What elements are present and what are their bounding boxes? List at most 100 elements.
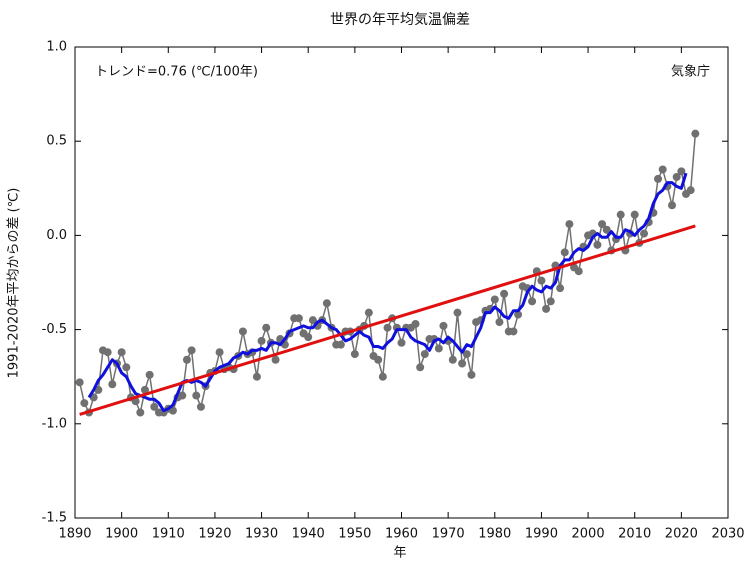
data-point [150,402,159,411]
x-tick-label: 1890 [58,527,91,542]
data-point [500,289,509,298]
data-point [187,346,196,355]
y-tick-label: -1.0 [42,416,67,431]
x-tick-label: 1970 [432,527,465,542]
data-point [546,297,555,306]
data-point [103,348,112,357]
data-point [509,327,518,336]
data-point [542,304,551,313]
x-tick-label: 1910 [152,527,185,542]
data-point [672,172,681,181]
data-point [616,210,625,219]
x-axis-label: 年 [393,546,406,561]
x-tick-label: 1940 [292,527,325,542]
data-point [453,308,462,317]
data-point [383,323,392,332]
data-point [556,284,565,293]
data-point [262,323,271,332]
data-point [537,276,546,285]
data-point [271,355,280,364]
data-point [122,363,131,372]
data-point [397,338,406,347]
data-point [514,310,523,319]
x-tick-label: 2030 [711,527,744,542]
x-tick-label: 1900 [105,527,138,542]
data-point [565,220,574,229]
data-point [257,336,266,345]
data-point [467,370,476,379]
data-point [252,372,261,381]
data-point [374,355,383,364]
data-point [145,370,154,379]
trend-annotation: トレンド=0.76 (℃/100年) [95,65,258,80]
data-point [168,406,177,415]
trend-line [79,224,696,416]
data-point [75,378,84,387]
data-point [630,210,639,219]
data-point [215,348,224,357]
data-point [336,340,345,349]
data-point [560,248,569,257]
y-tick-label: 0.0 [46,228,67,243]
x-tick-label: 2000 [572,527,605,542]
data-point [668,201,677,210]
y-tick-label: -0.5 [42,322,67,337]
y-axis-label: 1991-2020年平均からの差 (℃) [7,188,22,379]
data-point [350,350,359,359]
data-point [308,316,317,325]
data-point [574,267,583,276]
data-point [686,186,695,195]
x-tick-label: 1980 [478,527,511,542]
data-point [420,350,429,359]
series-line [78,133,697,414]
data-point [458,359,467,368]
data-point [294,314,303,323]
data-point [434,344,443,353]
x-tick-label: 1960 [385,527,418,542]
data-point [658,165,667,174]
data-point [602,225,611,234]
data-point [495,318,504,327]
data-point [598,220,607,229]
data-point [411,319,420,328]
series-line [87,172,688,413]
data-point [182,355,191,364]
data-point [640,229,649,238]
data-point [80,399,89,408]
source-annotation: 気象庁 [671,64,710,80]
y-tick-label: 1.0 [46,40,67,55]
data-point [691,129,700,138]
data-point [196,402,205,411]
plot-frame [74,46,729,519]
x-tick-label: 2010 [618,527,651,542]
data-point [416,363,425,372]
x-tick-label: 1920 [198,527,231,542]
data-point [462,350,471,359]
data-point [117,348,126,357]
data-point [140,385,149,394]
x-tick-label: 1930 [245,527,278,542]
data-point [238,327,247,336]
data-point [593,240,602,249]
data-point [108,380,117,389]
x-tick-label: 1950 [338,527,371,542]
data-point [136,408,145,417]
data-point [654,174,663,183]
data-point [192,391,201,400]
chart-title: 世界の年平均気温偏差 [330,12,470,28]
data-point [364,308,373,317]
x-tick-label: 1990 [525,527,558,542]
data-point [677,167,686,176]
data-point [322,299,331,308]
x-tick-label: 2020 [665,527,698,542]
data-point [448,355,457,364]
data-point [528,297,537,306]
data-point [178,391,187,400]
y-tick-label: 0.5 [46,134,67,149]
data-point [304,333,313,342]
data-point [378,372,387,381]
y-tick-label: -1.5 [42,511,67,526]
data-point [490,295,499,304]
data-point [439,321,448,330]
